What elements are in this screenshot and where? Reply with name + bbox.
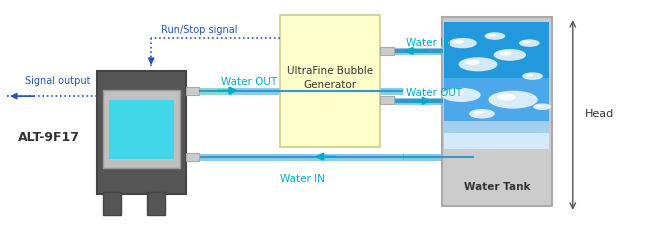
Bar: [380, 96, 395, 104]
Bar: [186, 153, 199, 161]
Text: Run/Stop signal: Run/Stop signal: [161, 25, 237, 35]
Text: Water IN: Water IN: [406, 38, 451, 48]
Text: Water Tank: Water Tank: [463, 182, 530, 192]
Circle shape: [473, 111, 483, 114]
Bar: [445, 78, 549, 149]
Circle shape: [526, 74, 534, 77]
Bar: [445, 121, 549, 149]
Text: Head: Head: [584, 109, 614, 119]
Text: ALT-9F17: ALT-9F17: [18, 131, 81, 144]
Circle shape: [536, 105, 543, 107]
Circle shape: [522, 72, 543, 80]
Text: Water IN: Water IN: [280, 174, 324, 184]
Bar: [103, 191, 122, 215]
Text: UltraFine Bubble
Generator: UltraFine Bubble Generator: [287, 66, 373, 91]
Circle shape: [488, 91, 538, 109]
Bar: [103, 90, 179, 168]
Bar: [445, 133, 549, 149]
Circle shape: [448, 90, 463, 96]
Bar: [97, 71, 186, 194]
Circle shape: [499, 51, 512, 55]
Circle shape: [465, 60, 480, 65]
Circle shape: [469, 109, 495, 118]
Bar: [147, 191, 165, 215]
Circle shape: [533, 103, 551, 110]
Circle shape: [497, 94, 515, 100]
Bar: [109, 100, 174, 159]
Bar: [380, 47, 395, 55]
Bar: [445, 22, 549, 149]
Circle shape: [448, 38, 476, 48]
Circle shape: [523, 41, 530, 43]
Circle shape: [442, 88, 480, 102]
Bar: [442, 17, 552, 206]
Text: Water OUT: Water OUT: [406, 88, 462, 98]
Text: Signal output: Signal output: [25, 76, 91, 86]
Circle shape: [488, 34, 496, 36]
Bar: [186, 87, 199, 95]
Circle shape: [519, 39, 540, 47]
Circle shape: [493, 49, 526, 61]
Circle shape: [484, 32, 505, 40]
Circle shape: [453, 40, 464, 44]
Bar: [280, 15, 380, 147]
Text: Water OUT: Water OUT: [221, 77, 278, 87]
Circle shape: [459, 57, 497, 71]
